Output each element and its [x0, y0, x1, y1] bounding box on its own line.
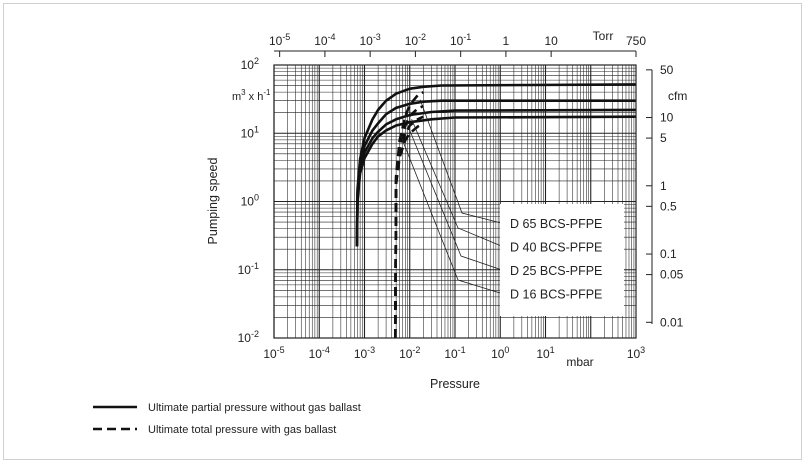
- curve-label: D 16 BCS-PFPE: [510, 288, 602, 302]
- x-tick-label: 101: [536, 345, 554, 361]
- callout-leader: [408, 127, 506, 272]
- legend: Ultimate partial pressure without gas ba…: [93, 402, 361, 436]
- top-unit-label: Torr: [593, 29, 614, 43]
- y-tick-label: 100: [241, 193, 259, 209]
- top-tick-label: 10-5: [269, 32, 290, 48]
- top-tick-label: 10-2: [405, 32, 426, 48]
- x-tick-label: 10-4: [309, 345, 330, 361]
- y-tick-label: 102: [241, 56, 259, 72]
- right-unit-label: cfm: [668, 89, 687, 103]
- curve-label: D 25 BCS-PFPE: [510, 264, 602, 278]
- y-tick-label: 101: [241, 124, 259, 140]
- right-tick-label: 5: [660, 131, 667, 145]
- top-tick-label: 10-3: [359, 32, 380, 48]
- right-tick-label: 0.1: [660, 247, 677, 261]
- top-tick-label: 1: [503, 34, 510, 48]
- x-tick-label: 10-3: [354, 345, 375, 361]
- x-tick-label: 10-5: [263, 345, 284, 361]
- axes: 10-5 10-4 10-3 10-2 10-1 100 101 103mbarPressur…: [206, 29, 687, 391]
- right-tick-label: 0.01: [660, 315, 684, 329]
- x-unit-label: mbar: [566, 355, 593, 369]
- curve-label: D 65 BCS-PFPE: [510, 217, 602, 231]
- curves: [355, 83, 637, 339]
- series-line-dashed: [394, 122, 425, 339]
- x-tick-label: 100: [491, 345, 509, 361]
- plot-frame: [273, 64, 637, 339]
- x-tick-label: 10-2: [399, 345, 420, 361]
- top-tick-label: 10: [544, 34, 558, 48]
- right-tick-label: 10: [660, 111, 674, 125]
- callout-leaders: [399, 99, 506, 295]
- x-tick-label: 10-1: [444, 345, 465, 361]
- top-tick-label: 10-4: [314, 32, 335, 48]
- y-unit-label: m3 x h-1: [232, 88, 271, 103]
- right-tick-label: 0.05: [660, 268, 684, 282]
- series-line-solid: [355, 115, 637, 247]
- curve-labels: D 65 BCS-PFPE D 40 BCS-PFPE D 25 BCS-PFPE D…: [510, 217, 602, 302]
- callout-leader: [411, 119, 506, 248]
- callout-leader: [399, 134, 506, 295]
- curve-label: D 40 BCS-PFPE: [510, 241, 602, 255]
- x-tick-label: 103: [627, 345, 645, 361]
- right-tick-label: 50: [660, 63, 674, 77]
- y-tick-label: 10-1: [238, 261, 259, 277]
- top-tick-label: 10-1: [450, 32, 471, 48]
- callout-leader: [419, 99, 506, 225]
- curve-label-box: [500, 204, 624, 316]
- right-tick-label: 0.5: [660, 199, 677, 213]
- legend-label: Ultimate partial pressure without gas ba…: [148, 402, 361, 414]
- x-axis-title: Pressure: [430, 377, 480, 391]
- legend-label: Ultimate total pressure with gas ballast: [148, 424, 336, 436]
- right-tick-label: 1: [660, 179, 667, 193]
- y-tick-label: 10-2: [238, 329, 259, 345]
- y-axis-title: Pumping speed: [206, 158, 220, 245]
- top-tick-label: 750: [626, 34, 646, 48]
